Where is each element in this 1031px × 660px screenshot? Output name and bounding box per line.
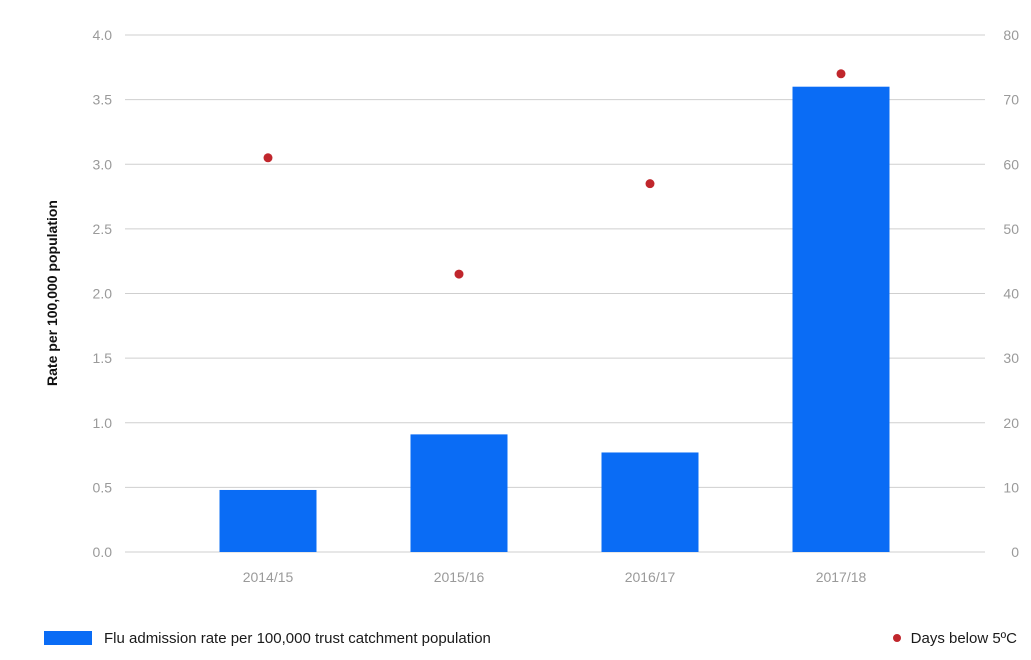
left-tick-label: 2.5 (93, 221, 113, 237)
legend-dot-label: Days below 5ºC (910, 629, 1017, 647)
right-axis-ticks: 0 10 20 30 40 50 60 70 80 (1003, 27, 1019, 560)
bar (410, 434, 508, 552)
data-point (454, 269, 464, 279)
left-axis-ticks: 0.0 0.5 1.0 1.5 2.0 2.5 3.0 3.5 4.0 (93, 27, 113, 560)
x-tick-label: 2017/18 (816, 569, 867, 585)
data-point (263, 153, 273, 163)
left-tick-label: 3.5 (93, 92, 113, 108)
left-tick-label: 1.5 (93, 350, 113, 366)
right-tick-label: 70 (1003, 92, 1019, 108)
data-point (645, 179, 655, 189)
legend-bar-label: Flu admission rate per 100,000 trust cat… (104, 629, 491, 647)
x-axis-ticks: 2014/15 2015/16 2016/17 2017/18 (243, 569, 867, 585)
x-tick-label: 2015/16 (434, 569, 485, 585)
gridlines (125, 34, 985, 553)
legend-dot-swatch (892, 634, 901, 642)
legend-bar-entry: Flu admission rate per 100,000 trust cat… (44, 626, 491, 650)
left-tick-label: 1.0 (93, 415, 113, 431)
bar (792, 86, 890, 552)
y-axis-label: Rate per 100,000 population (44, 200, 60, 386)
legend-dot-entry: Days below 5ºC (892, 626, 1017, 650)
left-tick-label: 0.0 (93, 544, 113, 560)
right-tick-label: 50 (1003, 221, 1019, 237)
x-tick-label: 2014/15 (243, 569, 294, 585)
x-tick-label: 2016/17 (625, 569, 676, 585)
data-point (836, 69, 846, 79)
left-tick-label: 4.0 (93, 27, 113, 43)
bar (219, 489, 317, 552)
right-tick-label: 60 (1003, 156, 1019, 172)
right-tick-label: 40 (1003, 286, 1019, 302)
left-tick-label: 2.0 (93, 286, 113, 302)
bar-series (219, 86, 890, 552)
right-tick-label: 20 (1003, 415, 1019, 431)
left-tick-label: 3.0 (93, 156, 113, 172)
left-tick-label: 0.5 (93, 479, 113, 495)
right-tick-label: 0 (1011, 544, 1019, 560)
right-tick-label: 80 (1003, 27, 1019, 43)
legend-bar-swatch (44, 631, 92, 645)
right-tick-label: 30 (1003, 350, 1019, 366)
scatter-series (263, 69, 846, 279)
bar (601, 452, 699, 552)
right-tick-label: 10 (1003, 479, 1019, 495)
